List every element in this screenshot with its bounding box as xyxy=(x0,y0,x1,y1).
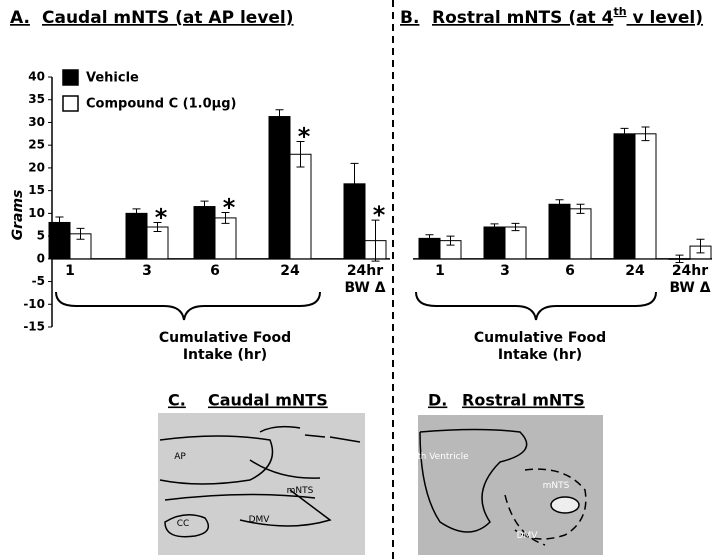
x-tick-label: 24 xyxy=(280,262,300,279)
legend-swatch xyxy=(62,69,79,86)
y-tick-label: 40 xyxy=(28,70,45,84)
region-label: 4th Ventricle xyxy=(411,452,469,462)
x-tick-label: 3 xyxy=(142,262,152,279)
panel-title: Caudal mNTS (at AP level) xyxy=(42,8,294,28)
x-axis-label: Cumulative Food Intake (hr) xyxy=(158,330,292,363)
y-tick-label: -5 xyxy=(32,274,45,288)
y-axis-label: Grams xyxy=(10,190,26,241)
y-tick-label: 35 xyxy=(28,92,45,106)
y-tick-label: -15 xyxy=(23,320,45,334)
x-tick-label: 24 xyxy=(625,262,645,279)
panel-label: D. xyxy=(428,391,447,410)
bar xyxy=(268,116,291,260)
outlines xyxy=(419,428,587,546)
y-tick-label: -10 xyxy=(23,297,45,311)
brace xyxy=(55,291,321,321)
region-label: DMV xyxy=(248,515,270,525)
error-bar xyxy=(350,162,359,205)
x-tick-label: 3 xyxy=(500,262,510,279)
error-bar xyxy=(511,222,520,232)
legend-label: Vehicle xyxy=(86,71,139,86)
bar xyxy=(125,212,148,260)
error-bar xyxy=(675,254,684,263)
significance-star: * xyxy=(298,123,311,151)
error-bar xyxy=(76,227,85,240)
legend-label: Compound C (1.0μg) xyxy=(86,97,236,112)
error-bar xyxy=(55,216,64,229)
error-bar xyxy=(275,109,284,124)
bar xyxy=(214,217,237,260)
y-tick-label: 25 xyxy=(28,138,45,152)
x-tick-label: 1 xyxy=(435,262,445,279)
brace xyxy=(415,291,657,321)
region-label: CC xyxy=(176,519,190,529)
bar xyxy=(504,226,527,260)
outlines xyxy=(159,425,361,538)
error-bar xyxy=(200,200,209,213)
histology-image xyxy=(418,415,603,555)
x-tick-label: 6 xyxy=(210,262,220,279)
title-part: th xyxy=(613,5,626,18)
panel-label: C. xyxy=(168,391,186,410)
significance-star: * xyxy=(373,201,386,229)
bar xyxy=(569,208,592,260)
y-tick-label: 20 xyxy=(28,160,45,174)
significance-star: * xyxy=(155,203,168,231)
panel-title: Rostral mNTS xyxy=(462,391,585,410)
error-bar xyxy=(371,219,380,262)
x-tick-label: 6 xyxy=(565,262,575,279)
x-axis-label: Cumulative Food Intake (hr) xyxy=(473,330,607,363)
error-bar xyxy=(425,234,434,243)
bar xyxy=(634,133,657,260)
x-tick-label: 24hr BW Δ xyxy=(344,262,386,296)
error-bar xyxy=(576,203,585,214)
y-tick-label: 5 xyxy=(37,229,45,243)
bar xyxy=(483,226,506,260)
error-bar xyxy=(132,208,141,219)
legend-swatch xyxy=(62,95,79,112)
panel-title: Rostral mNTS (at 4th v level) xyxy=(432,5,703,28)
x-tick-label: 24hr BW Δ xyxy=(669,262,711,296)
error-bar xyxy=(221,211,230,224)
y-tick-label: 0 xyxy=(37,251,45,265)
x-tick-label: 1 xyxy=(65,262,75,279)
significance-star: * xyxy=(223,193,236,221)
bar xyxy=(613,133,636,260)
error-bar xyxy=(620,127,629,140)
error-bar xyxy=(153,221,162,233)
title-part: Rostral mNTS (at 4 xyxy=(432,8,614,28)
region-label: DMV xyxy=(516,531,538,541)
y-tick-label: 30 xyxy=(28,115,45,129)
panel-label: B. xyxy=(400,8,419,28)
bar xyxy=(548,203,571,260)
error-bar xyxy=(490,223,499,231)
error-bar xyxy=(696,238,705,254)
error-bar xyxy=(555,199,564,210)
bar xyxy=(289,153,312,260)
panel-title: Caudal mNTS xyxy=(208,391,328,410)
error-bar xyxy=(446,235,455,246)
region-label: mNTS xyxy=(542,481,570,491)
y-tick-label: 10 xyxy=(28,206,45,220)
panel-label: A. xyxy=(10,8,30,28)
y-tick-label: 15 xyxy=(28,183,45,197)
region-label: AP xyxy=(174,452,186,462)
region-label: mNTS xyxy=(286,486,314,496)
error-bar xyxy=(641,126,650,142)
title-part: v level) xyxy=(627,8,703,28)
error-bar xyxy=(296,141,305,168)
bar xyxy=(193,206,216,260)
